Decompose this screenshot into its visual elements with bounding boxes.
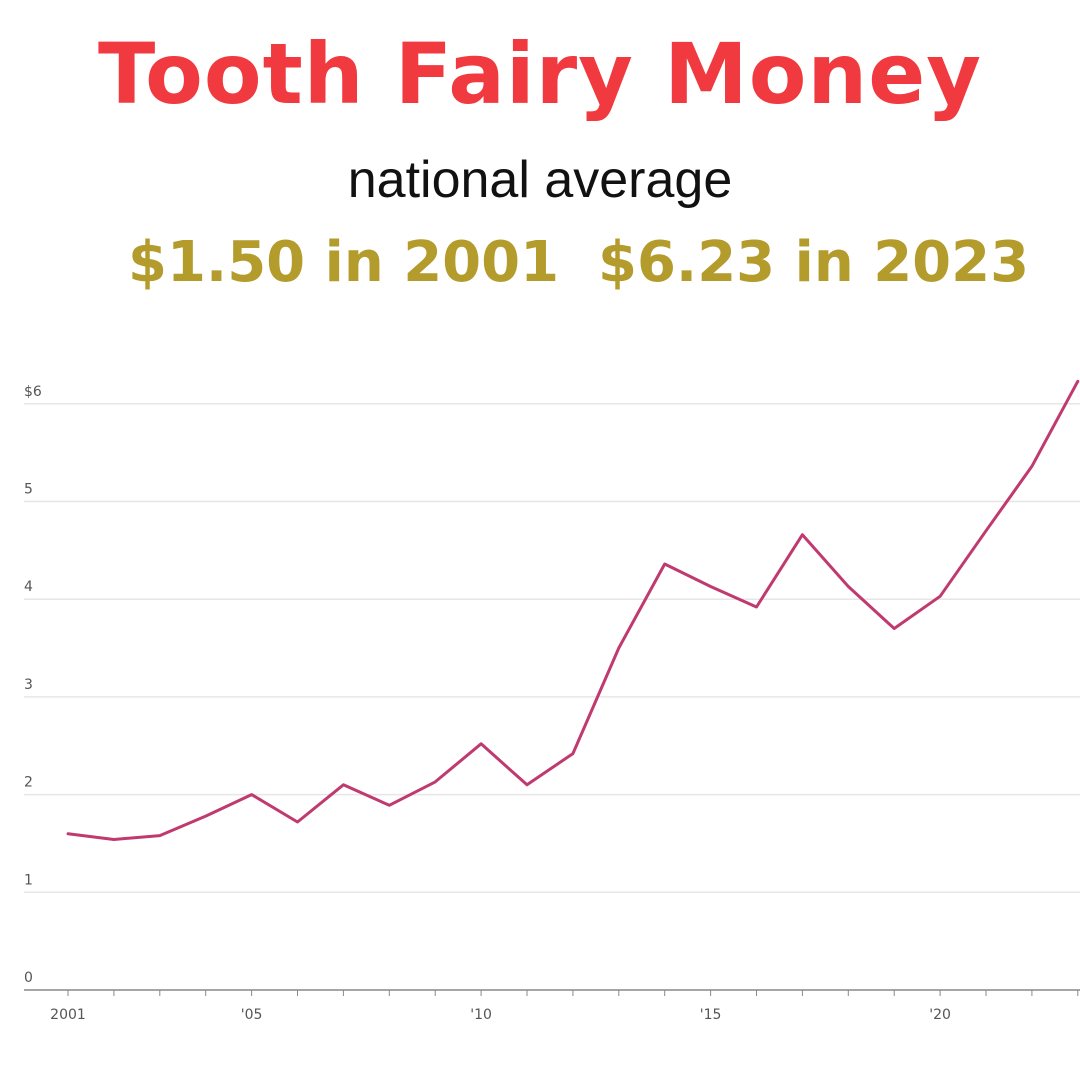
chart-subtitle: national average	[347, 151, 733, 209]
y-tick-label-3: 3	[24, 677, 33, 693]
x-tick-label-2020: '20	[929, 1007, 951, 1023]
x-tick-label-2015: '15	[700, 1007, 722, 1023]
y-tick-label-6: $6	[24, 384, 42, 400]
y-tick-label-4: 4	[24, 579, 33, 595]
x-tick-label-2010: '10	[470, 1007, 492, 1023]
x-tick-label-2005: '05	[241, 1007, 263, 1023]
y-tick-label-1: 1	[24, 872, 33, 888]
y-tick-label-2: 2	[24, 775, 33, 791]
x-tick-label-2001: 2001	[50, 1007, 86, 1023]
chart-title: Tooth Fairy Money	[98, 25, 982, 123]
stat-2001: $1.50 in 2001	[128, 230, 560, 295]
series-line-0	[66, 379, 1080, 841]
y-tick-label-5: 5	[24, 482, 33, 498]
stat-2023: $6.23 in 2023	[598, 230, 1030, 295]
y-tick-label-0: 0	[24, 970, 33, 986]
